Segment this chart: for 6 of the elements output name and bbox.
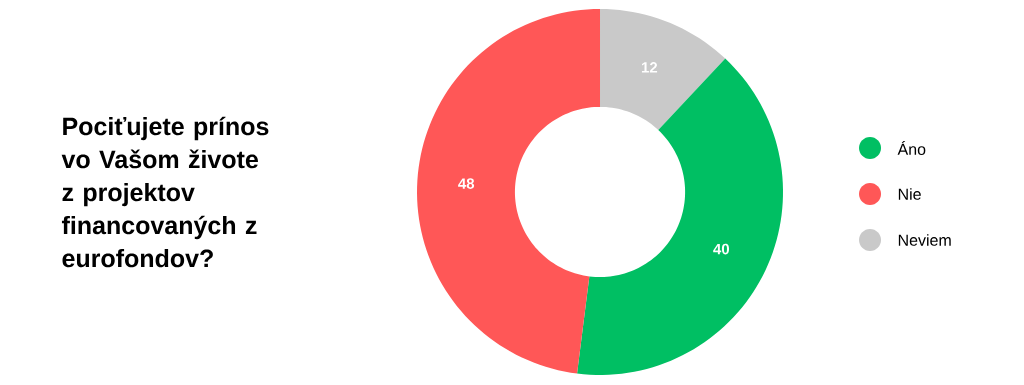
legend-label: Áno — [897, 140, 926, 156]
data-label: 40 — [713, 243, 730, 255]
legend-label: Neviem — [898, 234, 951, 246]
data-label: 48 — [458, 178, 475, 189]
text: Pociťujete prínos vo Vašom živote z projektov financovaných z eurofondov? — [61, 116, 269, 268]
legend-label: Nie — [898, 188, 921, 200]
